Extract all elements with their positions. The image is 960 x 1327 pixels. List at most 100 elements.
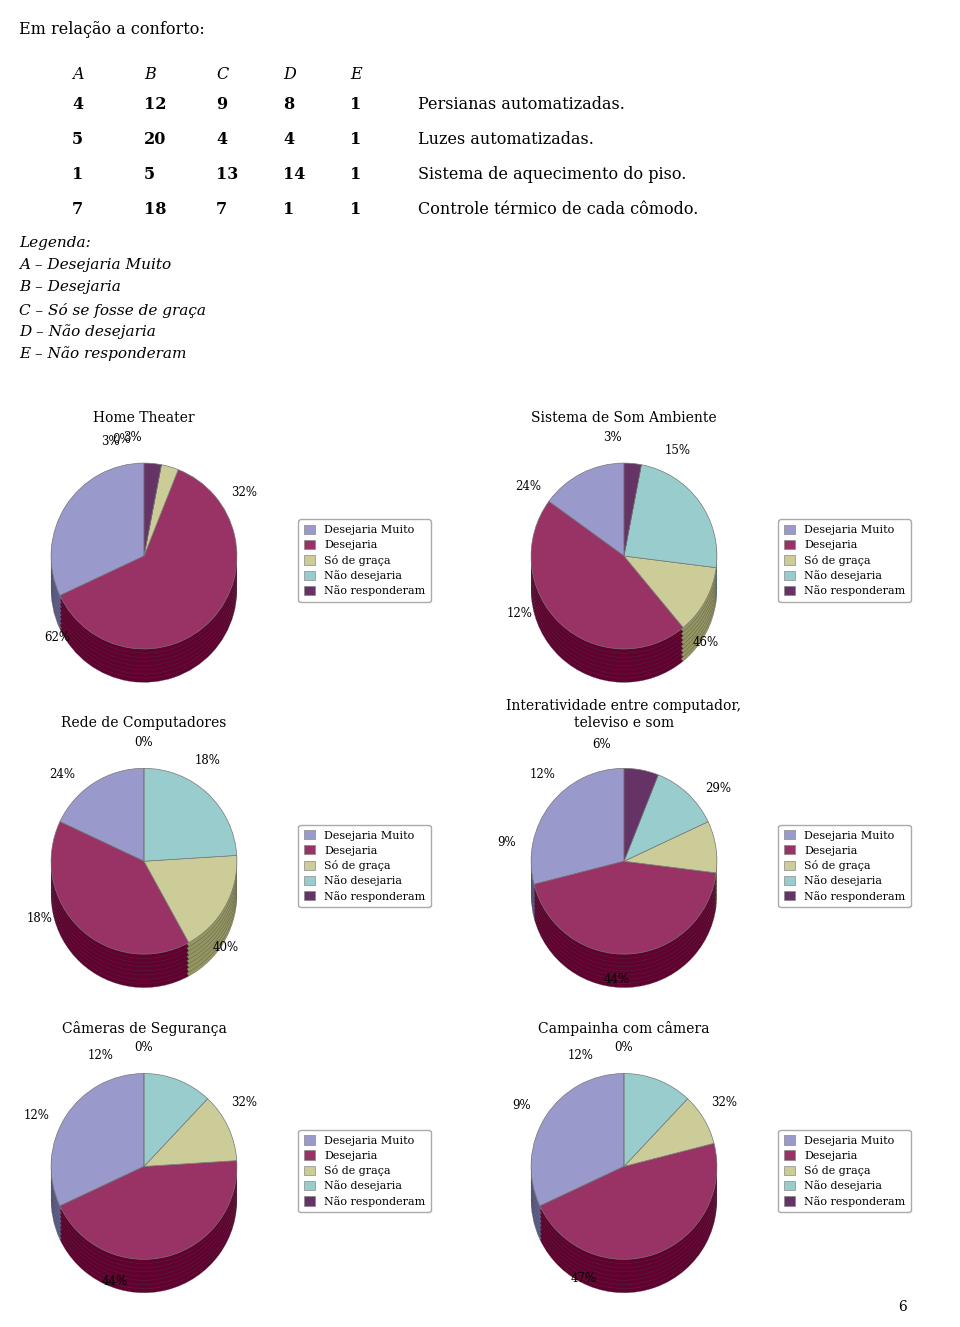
Wedge shape <box>540 1168 717 1285</box>
Text: 62%: 62% <box>44 630 70 644</box>
Wedge shape <box>531 510 684 657</box>
Wedge shape <box>144 468 161 560</box>
Wedge shape <box>624 835 717 885</box>
Wedge shape <box>540 1152 717 1267</box>
Wedge shape <box>51 475 144 608</box>
Wedge shape <box>624 796 708 882</box>
Wedge shape <box>624 484 641 577</box>
Wedge shape <box>624 564 716 636</box>
Wedge shape <box>624 577 716 649</box>
Wedge shape <box>51 821 189 954</box>
Text: 6%: 6% <box>592 738 611 751</box>
Wedge shape <box>549 484 624 577</box>
Wedge shape <box>144 1091 207 1184</box>
Wedge shape <box>624 847 717 898</box>
Wedge shape <box>624 772 659 865</box>
Wedge shape <box>144 464 179 556</box>
Wedge shape <box>624 573 716 645</box>
Wedge shape <box>624 486 717 589</box>
Wedge shape <box>531 514 684 661</box>
Wedge shape <box>624 776 659 869</box>
Wedge shape <box>540 1156 717 1271</box>
Wedge shape <box>60 491 237 670</box>
Text: 7: 7 <box>72 202 84 219</box>
Text: E – Não responderam: E – Não responderam <box>19 346 186 361</box>
Wedge shape <box>624 794 659 886</box>
Wedge shape <box>144 868 237 955</box>
Wedge shape <box>624 480 641 573</box>
Wedge shape <box>144 471 161 564</box>
Wedge shape <box>144 1103 237 1170</box>
Wedge shape <box>144 1111 237 1178</box>
Wedge shape <box>144 494 161 585</box>
Legend: Desejaria Muito, Desejaria, Só de graça, Não desejaria, Não responderam: Desejaria Muito, Desejaria, Só de graça,… <box>779 824 911 908</box>
Title: Rede de Computadores: Rede de Computadores <box>61 717 227 730</box>
Wedge shape <box>540 1164 717 1281</box>
Wedge shape <box>144 790 237 882</box>
Legend: Desejaria Muito, Desejaria, Só de graça, Não desejaria, Não responderam: Desejaria Muito, Desejaria, Só de graça,… <box>299 519 431 602</box>
Wedge shape <box>144 482 179 573</box>
Wedge shape <box>51 1082 144 1214</box>
Wedge shape <box>534 894 716 987</box>
Wedge shape <box>144 1095 207 1188</box>
Text: 9%: 9% <box>513 1099 531 1112</box>
Wedge shape <box>144 786 237 878</box>
Wedge shape <box>531 531 684 678</box>
Wedge shape <box>624 556 716 628</box>
Wedge shape <box>144 772 237 865</box>
Wedge shape <box>144 464 161 556</box>
Wedge shape <box>624 843 717 894</box>
Text: Controle térmico de cada cômodo.: Controle térmico de cada cômodo. <box>418 202 698 219</box>
Wedge shape <box>144 1132 237 1200</box>
Text: 1: 1 <box>350 131 362 149</box>
Wedge shape <box>51 1078 144 1210</box>
Wedge shape <box>144 1078 207 1170</box>
Wedge shape <box>144 486 161 577</box>
Text: 12: 12 <box>144 97 166 113</box>
Wedge shape <box>144 474 161 564</box>
Wedge shape <box>144 478 179 568</box>
Wedge shape <box>534 861 716 954</box>
Wedge shape <box>51 843 189 975</box>
Wedge shape <box>531 1095 624 1227</box>
Text: 4: 4 <box>72 97 84 113</box>
Text: 40%: 40% <box>212 941 238 954</box>
Wedge shape <box>144 798 237 890</box>
Wedge shape <box>60 786 144 878</box>
Wedge shape <box>624 1085 687 1178</box>
Wedge shape <box>624 780 659 873</box>
Title: Home Theater: Home Theater <box>93 411 195 425</box>
Wedge shape <box>624 798 659 890</box>
Wedge shape <box>624 585 716 657</box>
Legend: Desejaria Muito, Desejaria, Só de graça, Não desejaria, Não responderam: Desejaria Muito, Desejaria, Só de graça,… <box>779 1129 911 1213</box>
Wedge shape <box>144 1124 237 1192</box>
Text: 12%: 12% <box>567 1050 593 1063</box>
Wedge shape <box>60 802 144 894</box>
Wedge shape <box>144 1116 237 1184</box>
Legend: Desejaria Muito, Desejaria, Só de graça, Não desejaria, Não responderam: Desejaria Muito, Desejaria, Só de graça,… <box>299 1129 431 1213</box>
Wedge shape <box>624 1107 687 1200</box>
Wedge shape <box>51 851 189 983</box>
Text: 44%: 44% <box>102 1275 128 1289</box>
Wedge shape <box>51 492 144 625</box>
Text: B: B <box>144 66 156 84</box>
Wedge shape <box>549 471 624 564</box>
Wedge shape <box>60 495 237 674</box>
Wedge shape <box>144 864 237 951</box>
Wedge shape <box>624 775 708 861</box>
Text: 12%: 12% <box>87 1050 113 1063</box>
Text: D: D <box>283 66 296 84</box>
Wedge shape <box>144 1074 207 1166</box>
Wedge shape <box>624 1132 714 1200</box>
Wedge shape <box>624 779 708 865</box>
Text: 20: 20 <box>144 131 166 149</box>
Wedge shape <box>60 1165 237 1263</box>
Text: 12%: 12% <box>530 768 556 782</box>
Wedge shape <box>144 1099 237 1166</box>
Text: 4: 4 <box>216 131 228 149</box>
Title: Campainha com câmera: Campainha com câmera <box>539 1020 709 1035</box>
Wedge shape <box>144 1103 207 1196</box>
Wedge shape <box>624 1074 687 1166</box>
Text: 8: 8 <box>283 97 295 113</box>
Text: 1: 1 <box>350 97 362 113</box>
